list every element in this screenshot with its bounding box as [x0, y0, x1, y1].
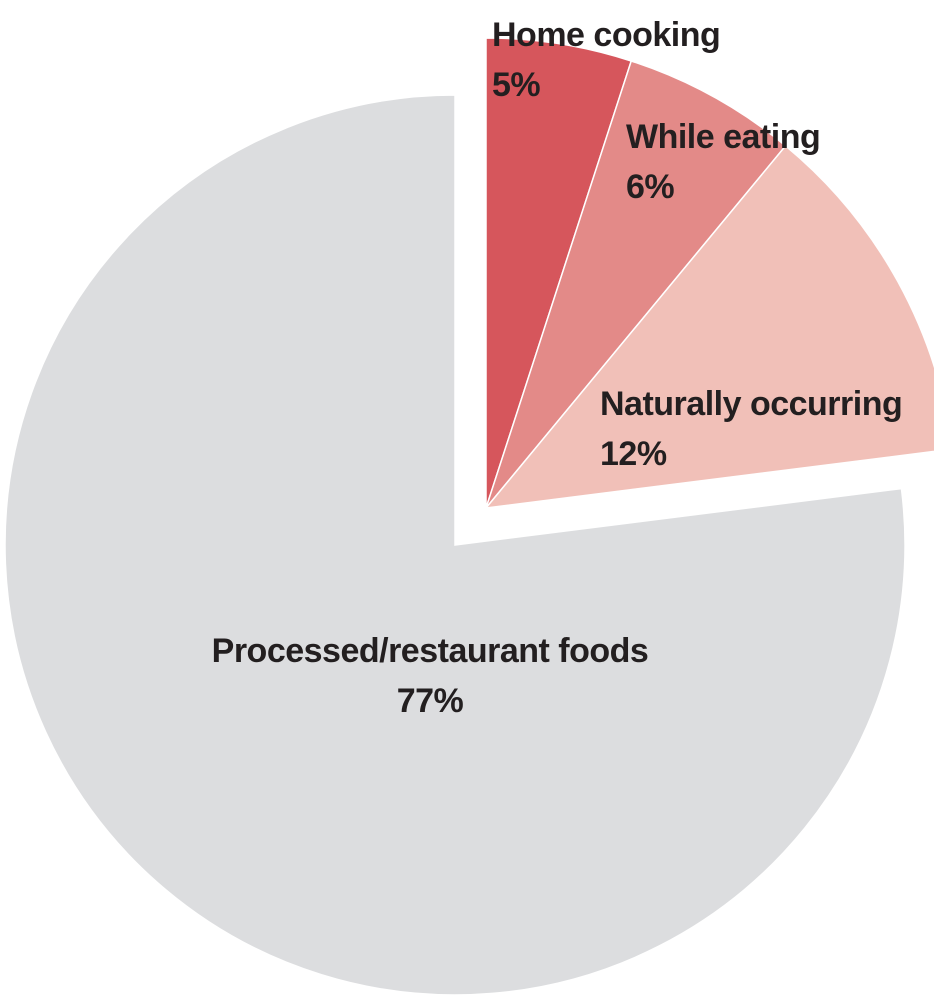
pie-slice-naturally-occurring: [484, 144, 934, 509]
slice-value-label: 12%: [600, 435, 667, 473]
pie-slice-while-eating: [485, 60, 787, 509]
pie-slices: [4, 37, 934, 996]
slice-label: Processed/restaurant foods: [212, 632, 649, 670]
slice-label: Home cooking: [492, 16, 720, 54]
slice-label: Naturally occurring: [600, 385, 902, 423]
slice-value-label: 77%: [397, 682, 464, 720]
slice-label: While eating: [626, 118, 820, 156]
slice-value-label: 6%: [626, 168, 674, 206]
pie-slice-home-cooking: [485, 37, 633, 509]
slice-value-label: 5%: [492, 66, 540, 104]
pie-labels: Home cooking 5% While eating 6% Naturally oc…: [212, 16, 903, 720]
pie-slice-processed-restaurant-foods: [4, 94, 906, 996]
